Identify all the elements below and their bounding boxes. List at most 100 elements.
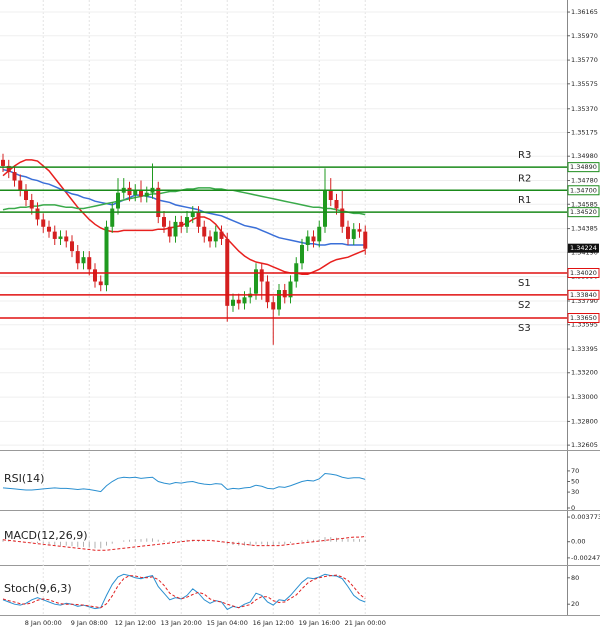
x-tick-label: 9 Jan 08:00 (71, 619, 108, 627)
y-tick-label: 80 (571, 574, 579, 582)
candle-body (334, 200, 339, 209)
candle-body (6, 165, 11, 173)
y-tick-label: 1.35770 (571, 56, 598, 64)
candle-body (18, 180, 23, 191)
candle-body (259, 269, 264, 282)
x-tick-label: 19 Jan 16:00 (299, 619, 340, 627)
y-tick-label: 1.32605 (571, 441, 598, 449)
candle-body (213, 231, 218, 242)
candle-body (265, 281, 270, 303)
candle-body (110, 208, 115, 227)
indicator-label: Stoch(9,6,3) (4, 582, 72, 595)
candle-body (167, 226, 172, 237)
candle-body (231, 299, 235, 306)
level-tag (567, 185, 600, 196)
level-tag (567, 207, 600, 218)
candle-body (58, 236, 63, 239)
y-tick-label: 0.003773 (571, 513, 600, 521)
candle-body (328, 190, 333, 200)
candle-body (93, 269, 97, 282)
candle-body (196, 212, 201, 227)
level-tag-label: 1.34890 (570, 163, 597, 171)
moving-average (2, 159, 366, 275)
indicator-line (2, 574, 366, 609)
candle-body (41, 219, 46, 227)
x-tick-label: 12 Jan 12:00 (115, 619, 156, 627)
candle-body (127, 187, 132, 196)
candle-body (179, 221, 184, 227)
y-tick-label: -0.002476 (571, 554, 600, 562)
y-tick-label: 1.33000 (571, 393, 598, 401)
candle-body (12, 172, 17, 181)
candle-body (116, 192, 120, 209)
candle-body (346, 226, 350, 239)
level-tag-label: 1.33840 (570, 291, 597, 299)
candle-body (24, 190, 28, 200)
y-tick-label: 1.34385 (571, 225, 598, 233)
indicator-line (2, 535, 366, 551)
indicator-line (2, 473, 366, 493)
candle-body (351, 229, 356, 239)
candle-body (185, 217, 189, 227)
candle-body (323, 190, 327, 227)
candle-body (1, 159, 5, 166)
x-tick-label: 16 Jan 12:00 (253, 619, 294, 627)
level-name: S1 (518, 278, 531, 289)
x-tick-label: 21 Jan 00:00 (345, 619, 386, 627)
y-tick-label: 1.35970 (571, 32, 598, 40)
candle-body (277, 290, 281, 310)
indicator-label: RSI(14) (4, 472, 44, 485)
y-tick-label: 1.35575 (571, 80, 598, 88)
candle-body (29, 200, 34, 209)
candle-body (173, 221, 178, 237)
level-tag-label: 1.34520 (570, 208, 597, 216)
y-tick-label: 1.32800 (571, 417, 598, 425)
candle-body (254, 269, 258, 294)
candle-body (236, 299, 241, 304)
last-price-label: 1.34224 (570, 244, 597, 252)
y-tick-label: 0.00 (571, 538, 585, 546)
level-name: R1 (518, 195, 531, 206)
candle-body (35, 208, 40, 220)
candle-body (75, 251, 80, 264)
y-tick-label: 1.35175 (571, 128, 598, 136)
level-name: S3 (518, 323, 531, 334)
level-tag (567, 162, 600, 173)
level-tag (567, 289, 600, 300)
candle-body (208, 236, 212, 242)
candle-body (271, 302, 276, 310)
level-tag (567, 313, 600, 324)
candle-body (104, 226, 109, 286)
level-name: R2 (518, 173, 531, 184)
candle-body (317, 226, 322, 242)
candle-body (311, 236, 316, 242)
candle-body (190, 212, 195, 218)
candle-body (52, 231, 57, 239)
y-tick-label: 1.34585 (571, 200, 598, 208)
level-name: S2 (518, 300, 531, 311)
candle-body (156, 187, 161, 218)
y-tick-label: 1.36165 (571, 8, 598, 16)
last-price-tag (568, 243, 599, 253)
y-tick-label: 1.34780 (571, 177, 598, 185)
candle-body (144, 192, 149, 197)
candle-body (139, 190, 143, 197)
candle-body (357, 229, 362, 232)
y-tick-label: 50 (571, 478, 579, 486)
y-tick-label: 1.35370 (571, 105, 598, 113)
candle-body (219, 231, 224, 239)
x-tick-label: 13 Jan 20:00 (161, 619, 202, 627)
y-tick-label: 0 (571, 504, 575, 512)
candle-body (363, 231, 368, 249)
candle-body (340, 208, 345, 227)
candle-body (87, 257, 92, 270)
candle-body (64, 236, 69, 242)
level-tag-label: 1.33650 (570, 314, 597, 322)
candle-body (81, 257, 86, 264)
candle-body (70, 241, 74, 252)
indicator-label: MACD(12,26,9) (4, 529, 88, 542)
candle-body (162, 217, 166, 227)
y-tick-label: 1.33200 (571, 369, 598, 377)
